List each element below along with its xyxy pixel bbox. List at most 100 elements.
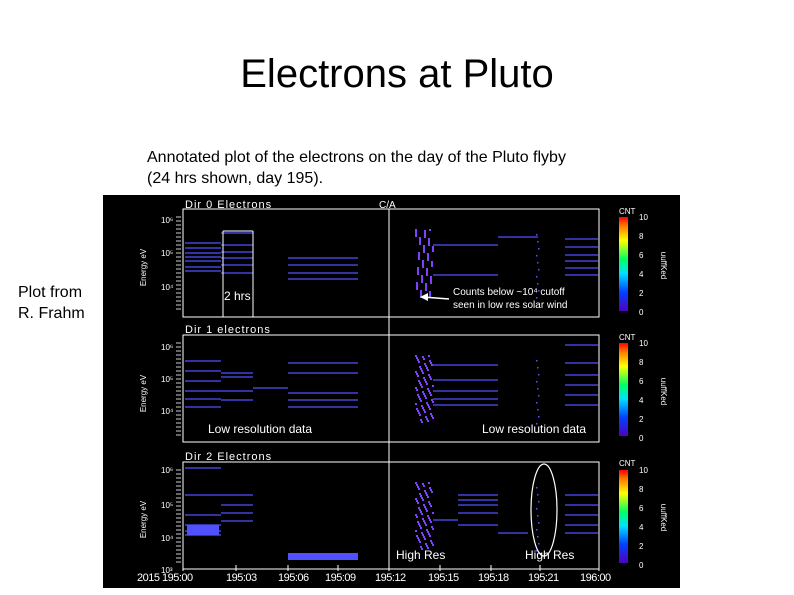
y-axis-label: Energy eV (139, 248, 149, 287)
electron-burst-pixel (418, 252, 420, 254)
electron-burst-pixel (429, 535, 431, 537)
electron-burst-pixel (417, 271, 419, 273)
electron-burst-pixel (420, 495, 422, 497)
electron-burst-pixel (419, 541, 421, 543)
electron-burst-pixel (421, 279, 423, 281)
electron-burst-pixel (424, 236, 426, 238)
electron-burst-pixel (417, 486, 419, 488)
electron-burst-pixel (425, 285, 427, 287)
electron-burst-pixel (423, 249, 425, 251)
electron-burst-pixel (415, 482, 417, 484)
electron-burst-pixel (426, 274, 428, 276)
electron-burst-pixel (430, 489, 432, 491)
electron-burst-pixel (418, 523, 420, 525)
electron-burst-pixel (432, 385, 434, 387)
electron-burst-pixel (417, 267, 419, 269)
electron-burst-pixel (429, 229, 431, 231)
high-res-dot (537, 262, 539, 264)
electron-burst-pixel (421, 532, 423, 534)
colorbar (619, 470, 628, 563)
electron-burst-pixel (421, 497, 423, 499)
electron-burst-pixel (430, 280, 432, 282)
high-res-dot (536, 234, 538, 236)
electron-burst-pixel (425, 492, 427, 494)
electron-burst-pixel (416, 516, 418, 518)
annotation-arrowhead (420, 293, 428, 301)
electron-burst-pixel (429, 295, 431, 297)
x-axis-tick: 195:03 (226, 572, 257, 584)
x-axis-tick: 195:15 (428, 572, 459, 584)
electron-burst-pixel (426, 402, 428, 404)
colorbar-tick: 4 (639, 270, 644, 279)
energy-tick: 10³ (161, 566, 173, 575)
high-res-dot (536, 529, 538, 531)
electron-burst-pixel (431, 261, 433, 263)
electron-burst-pixel (426, 270, 428, 272)
x-axis-tick: 196:00 (580, 572, 611, 584)
electron-burst-pixel (416, 408, 418, 410)
electron-burst-pixel (425, 365, 427, 367)
electron-burst-pixel (431, 542, 433, 544)
colorbar-tick: 6 (639, 377, 644, 386)
panel-title-dir1: Dir 1 electrons (185, 324, 271, 336)
high-res-dot (536, 402, 538, 404)
x-axis-tick: 195:21 (528, 572, 559, 584)
electron-burst-pixel (425, 287, 427, 289)
electron-burst-pixel (422, 534, 424, 536)
electron-burst-pixel (420, 368, 422, 370)
electron-burst-pixel (421, 405, 423, 407)
high-res-dot (536, 508, 538, 510)
electron-burst-pixel (417, 521, 419, 523)
electron-burst-pixel (417, 273, 419, 275)
two-hours-annotation: 2 hrs (224, 289, 251, 303)
colorbar (619, 217, 628, 311)
colorbar-label: CNT (619, 333, 636, 342)
high-res-dot (538, 248, 540, 250)
electron-burst-pixel (415, 530, 417, 532)
electron-burst-pixel (427, 255, 429, 257)
energy-tick: 10⁵ (161, 375, 174, 384)
colorbar-tick: 8 (639, 485, 644, 494)
electron-burst-pixel (417, 269, 419, 271)
high-res-annotation-right: High Res (525, 548, 575, 562)
electron-burst-pixel (431, 491, 433, 493)
electron-burst-pixel (429, 360, 431, 362)
subtitle-line-1: Annotated plot of the electrons on the d… (147, 149, 566, 166)
electron-burst-pixel (422, 372, 424, 374)
x-axis-tick: 195:06 (278, 572, 309, 584)
y-axis-label: Energy eV (139, 500, 149, 539)
electron-burst-pixel (422, 499, 424, 501)
credit-line-2: R. Frahm (18, 305, 85, 322)
counts-annotation-line-1: Counts below ~10⁴ cutoff (453, 287, 565, 298)
electron-burst-pixel (432, 544, 434, 546)
electron-burst-pixel (423, 485, 425, 487)
electron-burst-pixel (426, 383, 428, 385)
slide-subtitle: Annotated plot of the electrons on the d… (147, 147, 566, 189)
colorbar-tick: 10 (639, 213, 648, 222)
electron-burst-pixel (429, 392, 431, 394)
electron-burst-pixel (427, 420, 429, 422)
electron-burst-pixel (418, 258, 420, 260)
high-res-dot (536, 255, 538, 257)
colorbar (619, 343, 628, 436)
high-res-dot (537, 283, 539, 285)
electron-burst-pixel (423, 409, 425, 411)
high-res-dot (538, 395, 540, 397)
electron-burst-pixel (415, 235, 417, 237)
electron-burst-pixel (415, 371, 417, 373)
electron-burst-pixel (424, 230, 426, 232)
electron-burst-pixel (424, 506, 426, 508)
electron-burst-pixel (426, 268, 428, 270)
electron-burst-pixel (415, 231, 417, 233)
energy-tick: 10⁵ (161, 249, 174, 258)
electron-burst-pixel (417, 394, 419, 396)
electron-burst-pixel (419, 509, 421, 511)
energy-tick: 10⁶ (161, 343, 174, 352)
panel-title-dir0: Dir 0 Electrons (185, 199, 273, 211)
high-res-dot (537, 409, 539, 411)
electron-burst-pixel (422, 407, 424, 409)
electron-burst-pixel (416, 286, 418, 288)
colorbar-label: CNT (619, 207, 636, 216)
electron-burst-pixel (415, 498, 417, 500)
electron-burst-pixel (432, 246, 434, 248)
